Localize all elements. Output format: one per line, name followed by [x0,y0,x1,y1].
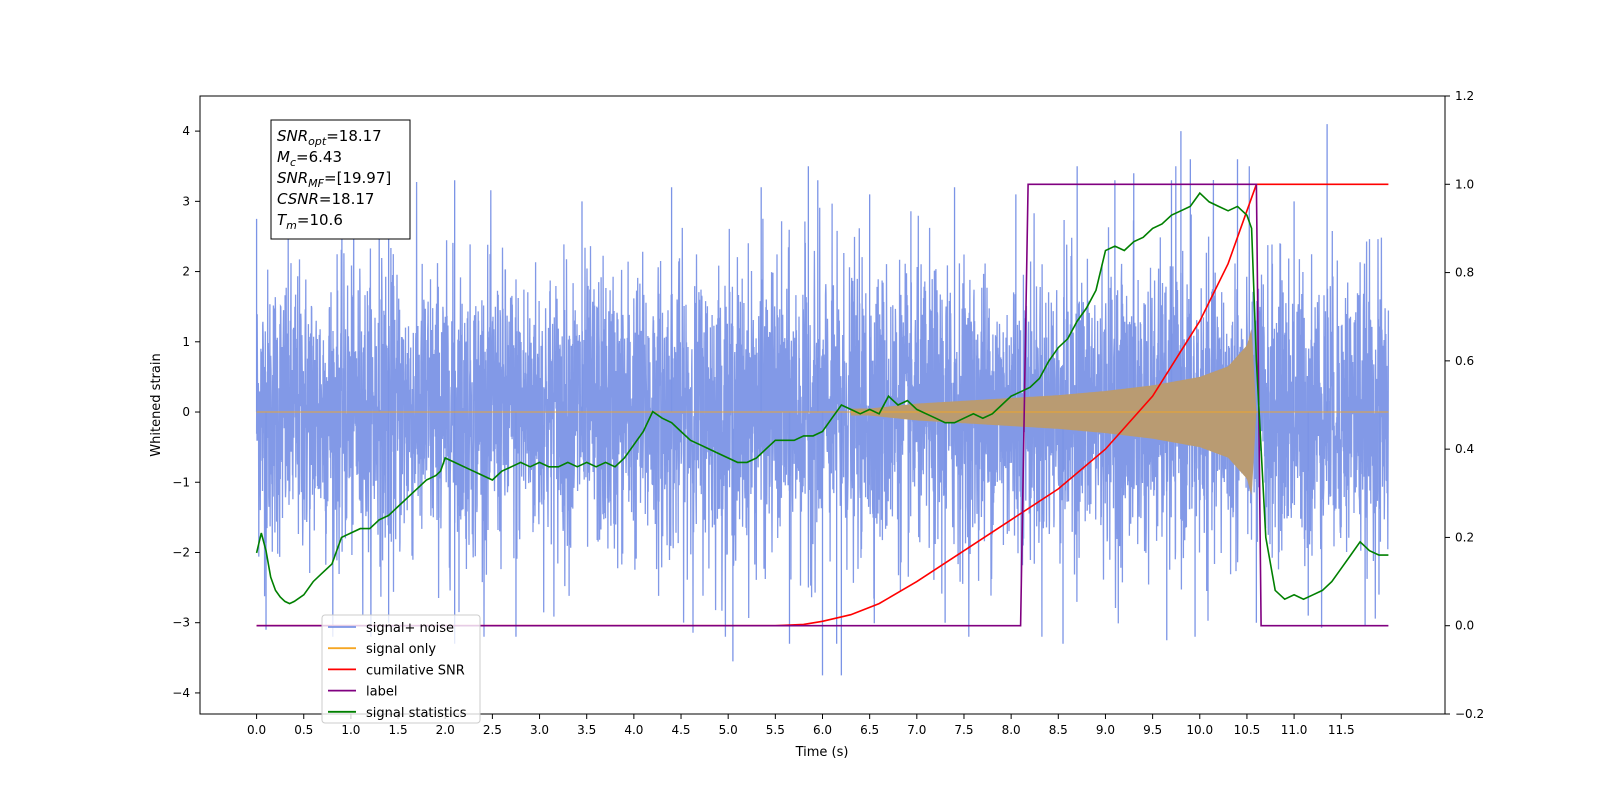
y-axis-right: −0.2 0.0 0.2 0.4 0.6 0.8 1.0 1.2 [1445,89,1484,721]
legend: signal+ noise signal only cumilative SNR la… [321,614,481,724]
x-tick-label: 3.5 [577,723,596,737]
x-tick-label: 6.0 [813,723,832,737]
x-tick-label: 4.5 [671,723,690,737]
x-tick-label: 11.5 [1328,723,1355,737]
legend-label: signal+ noise [366,621,454,636]
annotation-line: SNRMF=[19.97] [277,169,391,190]
series-label [256,183,1389,627]
annotation-line: CSNR=18.17 [277,190,374,208]
x-tick-label: 2.0 [436,723,455,737]
y-tick-label: 1 [182,335,190,349]
y-tick-label: −1 [172,475,190,489]
y2-tick-label: 0.8 [1455,266,1474,280]
y2-tick-label: 1.0 [1455,177,1474,191]
y-tick-label: −4 [172,686,190,700]
legend-label: cumilative SNR [366,663,465,678]
y2-tick-label: 0.6 [1455,354,1474,368]
legend-label: signal only [366,642,436,657]
annotation-line: SNRopt=18.17 [277,127,382,148]
noise-series [255,124,1390,676]
series-signal-statistics [255,191,1389,605]
signal-only-series [256,329,1389,525]
y2-tick-label: 0.2 [1455,530,1474,544]
legend-label: signal statistics [366,706,467,721]
y2-tick-label: 0.4 [1455,442,1474,456]
x-tick-label: 5.0 [719,723,738,737]
x-tick-label: 9.0 [1096,723,1115,737]
y-axis-label: Whitened strain [149,353,164,456]
x-tick-label: 10.5 [1234,723,1261,737]
annotation-box: SNRopt=18.17Mc=6.43SNRMF=[19.97]CSNR=18.… [270,119,411,240]
annotation-line: Mc=6.43 [277,148,342,169]
x-tick-label: 3.0 [530,723,549,737]
y-tick-label: 4 [182,124,190,138]
x-tick-label: 4.0 [624,723,643,737]
signal-envelope [850,329,1257,525]
y-tick-label: −2 [172,545,190,559]
x-tick-label: 8.0 [1002,723,1021,737]
series-cumilative-snr [256,183,1389,627]
y-tick-label: 0 [182,405,190,419]
right-axis-series [255,183,1389,627]
x-tick-label: 6.5 [860,723,879,737]
x-tick-label: 1.5 [389,723,408,737]
x-tick-label: 0.5 [294,723,313,737]
x-tick-label: 7.0 [907,723,926,737]
x-tick-label: 11.0 [1281,723,1308,737]
y2-tick-label: −0.2 [1455,707,1484,721]
x-axis-label: Time (s) [795,745,849,760]
y2-tick-label: 0.0 [1455,619,1474,633]
x-tick-label: 2.5 [483,723,502,737]
x-tick-label: 5.5 [766,723,785,737]
y2-tick-label: 1.2 [1455,89,1474,103]
x-tick-label: 10.0 [1186,723,1213,737]
x-tick-label: 9.5 [1143,723,1162,737]
x-tick-label: 7.5 [954,723,973,737]
x-axis: 0.0 0.5 1.0 1.5 2.0 2.5 3.0 3.5 4.0 4.5 5.0 5.5 6.0 6… [247,714,1355,737]
y-tick-label: 3 [182,194,190,208]
y-tick-label: 2 [182,265,190,279]
y-axis-left: −4 −3 −2 −1 0 1 2 3 4 [172,124,200,700]
annotation-line: Tm=10.6 [277,211,343,232]
x-tick-label: 8.5 [1049,723,1068,737]
legend-label: label [366,685,397,700]
x-tick-label: 1.0 [341,723,360,737]
y-tick-label: −3 [172,616,190,630]
x-tick-label: 0.0 [247,723,266,737]
